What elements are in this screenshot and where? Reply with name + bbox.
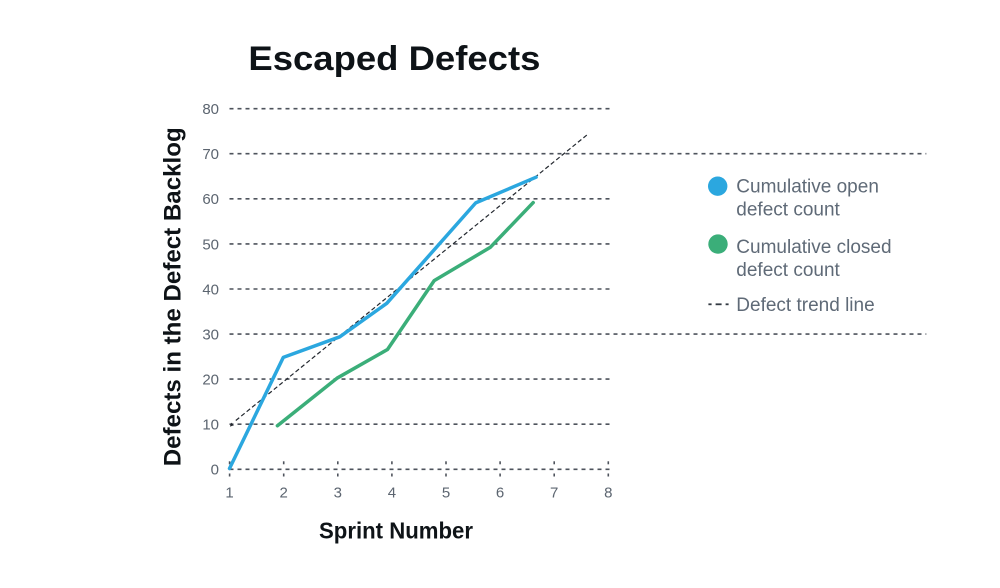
svg-text:Cumulative open: Cumulative open bbox=[736, 177, 879, 198]
svg-text:Escaped Defects: Escaped Defects bbox=[248, 40, 540, 78]
svg-text:10: 10 bbox=[202, 417, 219, 434]
svg-text:80: 80 bbox=[202, 101, 219, 118]
svg-text:defect count: defect count bbox=[736, 199, 840, 220]
svg-text:30: 30 bbox=[202, 327, 219, 344]
svg-text:Sprint Number: Sprint Number bbox=[319, 518, 473, 544]
svg-text:2: 2 bbox=[280, 485, 288, 502]
svg-text:defect count: defect count bbox=[736, 260, 840, 281]
svg-text:6: 6 bbox=[496, 485, 504, 502]
svg-text:3: 3 bbox=[334, 485, 342, 502]
svg-text:4: 4 bbox=[388, 485, 396, 502]
svg-text:40: 40 bbox=[202, 281, 219, 298]
svg-text:70: 70 bbox=[202, 146, 219, 163]
svg-text:20: 20 bbox=[202, 372, 219, 389]
svg-text:1: 1 bbox=[225, 485, 233, 502]
svg-text:60: 60 bbox=[202, 191, 219, 208]
svg-text:Defect trend line: Defect trend line bbox=[736, 295, 874, 316]
svg-text:50: 50 bbox=[202, 236, 219, 253]
svg-text:7: 7 bbox=[550, 485, 558, 502]
svg-text:Defects in the Defect Backlog: Defects in the Defect Backlog bbox=[159, 127, 186, 466]
svg-text:8: 8 bbox=[604, 485, 612, 502]
svg-text:Cumulative closed: Cumulative closed bbox=[736, 237, 891, 258]
svg-text:0: 0 bbox=[211, 462, 219, 479]
svg-text:5: 5 bbox=[442, 485, 450, 502]
